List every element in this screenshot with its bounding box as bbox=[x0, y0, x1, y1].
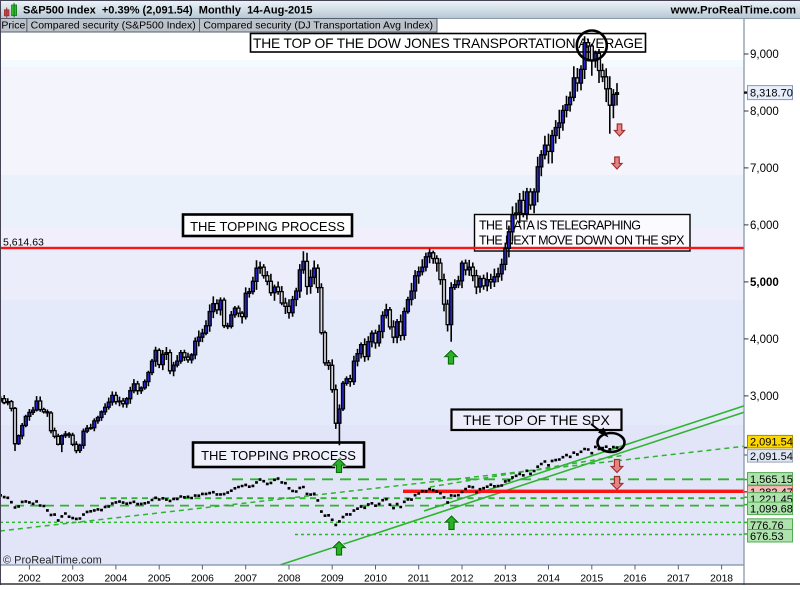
svg-text:www.ProRealTime.com: www.ProRealTime.com bbox=[670, 4, 796, 16]
svg-text:7,000: 7,000 bbox=[750, 163, 779, 175]
svg-text:THE NEXT MOVE DOWN ON THE SPX: THE NEXT MOVE DOWN ON THE SPX bbox=[479, 234, 685, 248]
svg-text:Compared security (S&P500 Inde: Compared security (S&P500 Index) bbox=[31, 20, 196, 32]
svg-text:2012: 2012 bbox=[451, 574, 474, 585]
svg-text:THE TOP OF THE SPX: THE TOP OF THE SPX bbox=[463, 412, 610, 428]
svg-text:2,091.54: 2,091.54 bbox=[750, 437, 793, 449]
svg-text:2010: 2010 bbox=[364, 574, 387, 585]
svg-text:3,000: 3,000 bbox=[750, 391, 779, 403]
svg-text:2015: 2015 bbox=[580, 574, 603, 585]
svg-text:8,318.70: 8,318.70 bbox=[750, 88, 793, 100]
svg-text:5,000: 5,000 bbox=[750, 277, 779, 289]
svg-text:THE TOP OF THE DOW JONES TRANS: THE TOP OF THE DOW JONES TRANSPORTATION … bbox=[253, 36, 643, 51]
svg-text:2002: 2002 bbox=[18, 574, 41, 585]
svg-text:THE DATA IS TELEGRAPHING: THE DATA IS TELEGRAPHING bbox=[479, 218, 641, 232]
svg-text:2003: 2003 bbox=[61, 574, 84, 585]
svg-text:676.53: 676.53 bbox=[750, 531, 784, 543]
svg-text:2011: 2011 bbox=[408, 574, 430, 585]
svg-text:Price: Price bbox=[1, 20, 25, 32]
svg-text:2004: 2004 bbox=[104, 574, 127, 585]
svg-text:4,000: 4,000 bbox=[750, 334, 779, 346]
svg-text:1,565.15: 1,565.15 bbox=[750, 474, 793, 486]
svg-text:2005: 2005 bbox=[148, 574, 171, 585]
svg-text:1,099.68: 1,099.68 bbox=[750, 503, 793, 515]
svg-text:8,000: 8,000 bbox=[750, 106, 779, 118]
svg-text:2014: 2014 bbox=[537, 574, 560, 585]
svg-text:6,000: 6,000 bbox=[750, 220, 779, 232]
svg-text:2017: 2017 bbox=[667, 574, 690, 585]
svg-text:2007: 2007 bbox=[234, 574, 257, 585]
svg-text:Compared security (DJ Transpor: Compared security (DJ Transportation Avg… bbox=[203, 20, 433, 32]
svg-text:© ProRealTime.com: © ProRealTime.com bbox=[3, 555, 102, 567]
svg-text:2016: 2016 bbox=[624, 574, 647, 585]
svg-text:2018: 2018 bbox=[710, 574, 733, 585]
svg-text:5,614.63: 5,614.63 bbox=[3, 236, 44, 248]
svg-text:2013: 2013 bbox=[494, 574, 517, 585]
svg-text:S&P500 Index +0.39% (2,091.54: S&P500 Index +0.39% (2,091.54) Monthly 1… bbox=[23, 4, 312, 16]
svg-text:2,091.54: 2,091.54 bbox=[750, 451, 793, 463]
svg-text:2006: 2006 bbox=[191, 574, 214, 585]
svg-text:2008: 2008 bbox=[278, 574, 301, 585]
svg-text:THE TOPPING PROCESS: THE TOPPING PROCESS bbox=[190, 219, 345, 234]
svg-text:THE TOPPING PROCESS: THE TOPPING PROCESS bbox=[201, 448, 356, 463]
svg-text:9,000: 9,000 bbox=[750, 49, 779, 61]
svg-text:2009: 2009 bbox=[321, 574, 344, 585]
